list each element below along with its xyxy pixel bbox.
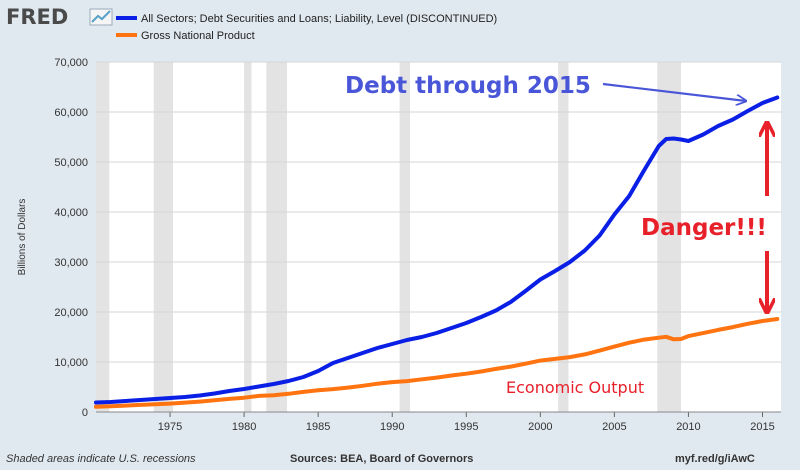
y-axis-ticks: 0 10,000 20,000 30,000 40,000 50,000 60,000 70,… [54,57,88,419]
series-lines [94,95,780,409]
gnp-series-line [94,317,780,409]
x-tick-label: 2015 [750,421,774,433]
gridlines [96,61,781,363]
recession-band [96,62,110,412]
x-tick-label: 1995 [454,421,478,433]
recession-band [657,62,682,412]
x-tick-label: 2005 [602,421,626,433]
legend-label-debt[interactable]: All Sectors; Debt Securities and Loans; … [141,13,497,25]
debt-series-line [94,95,780,405]
short-link[interactable]: myf.red/g/iAwC [675,453,755,465]
x-tick-label: 1985 [306,421,330,433]
y-tick-label: 10,000 [54,357,88,369]
recession-band [153,62,174,412]
y-tick-label: 60,000 [54,107,88,119]
fred-logo[interactable]: FRED [6,5,113,29]
recession-band [266,62,288,412]
y-tick-label: 70,000 [54,57,88,69]
y-tick-label: 50,000 [54,157,88,169]
x-tick-label: 1990 [380,421,404,433]
sources-text: Sources: BEA, Board of Governors [290,453,473,465]
recession-band [558,62,569,412]
x-tick-label: 2000 [528,421,552,433]
x-tick-label: 1980 [232,421,256,433]
x-axis-ticks: 1975 1980 1985 1990 1995 2000 2005 2010 2015 [158,412,775,433]
danger-annotation: Danger!!! [641,215,767,241]
debt-annotation-arrow [602,82,746,101]
recession-note: Shaded areas indicate U.S. recessions [6,453,196,465]
y-tick-label: 30,000 [54,257,88,269]
fred-logo-text: FRED [6,5,68,29]
trend-icon [89,8,113,26]
y-axis-label: Billions of Dollars [17,199,28,276]
y-tick-label: 0 [82,407,88,419]
x-tick-label: 2010 [676,421,700,433]
recession-bands [96,62,682,412]
debt-annotation: Debt through 2015 [345,73,591,99]
recession-band [244,62,252,412]
legend: All Sectors; Debt Securities and Loans; … [116,13,497,42]
recession-band [399,62,410,412]
legend-label-gnp[interactable]: Gross National Product [141,30,255,42]
x-tick-label: 1975 [158,421,182,433]
y-tick-label: 20,000 [54,307,88,319]
y-tick-label: 40,000 [54,207,88,219]
economic-output-annotation: Economic Output [506,378,644,397]
